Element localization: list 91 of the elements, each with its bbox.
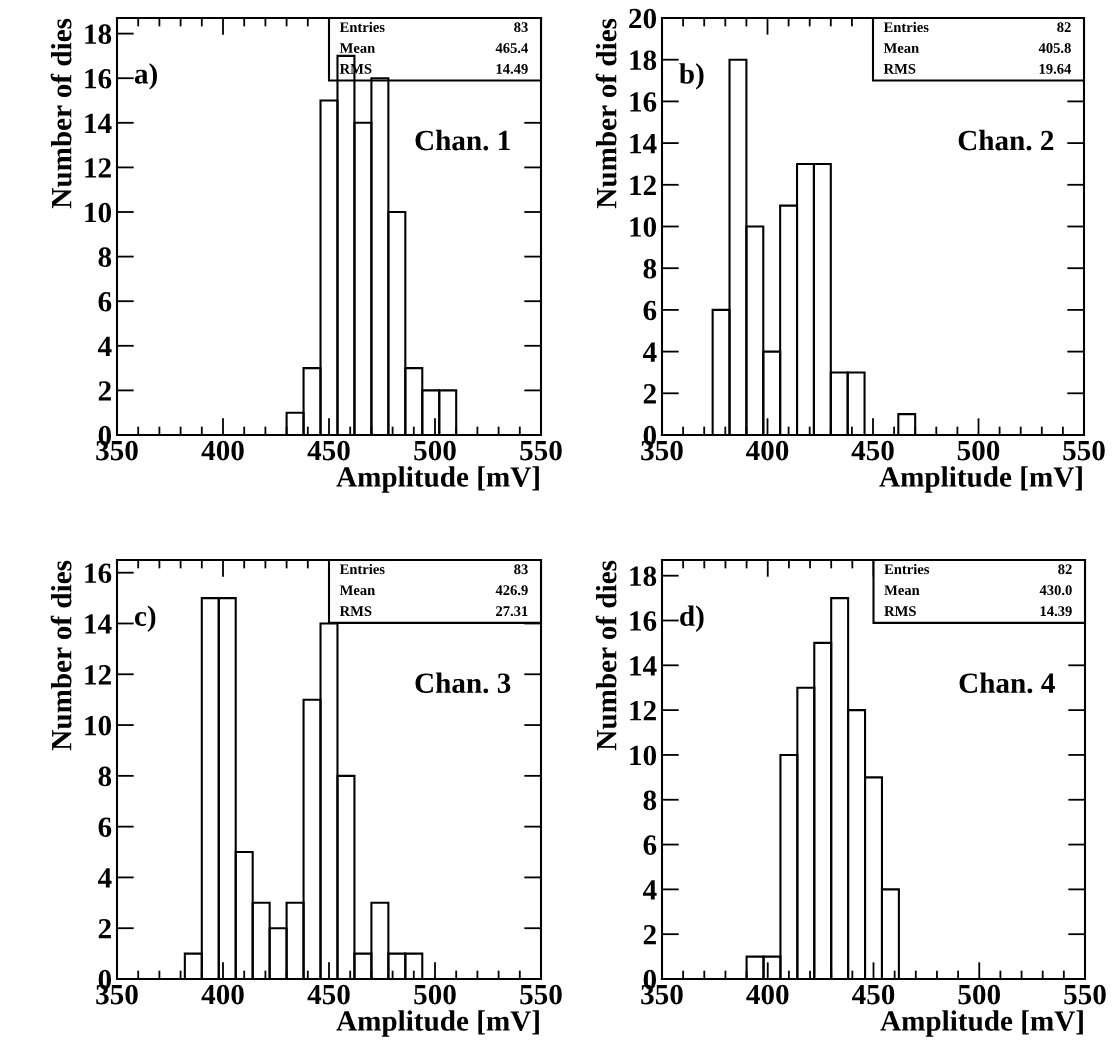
y-tick-label: 12	[630, 175, 656, 195]
y-tick-label: 12	[85, 665, 111, 685]
y-tick-label: 8	[98, 766, 112, 787]
y-tick-label: 6	[643, 300, 657, 321]
annotation: Chan. 4	[959, 672, 1055, 694]
annotation: Chan. 2	[958, 129, 1054, 151]
annotation: 426.9	[495, 585, 528, 596]
annotation: Mean	[339, 43, 376, 53]
x-axis-title: Amplitude [mV]	[336, 1010, 539, 1037]
y-tick-label: 6	[98, 292, 112, 312]
y-tick-label: 2	[98, 919, 111, 939]
annotation: 405.8	[1038, 43, 1071, 53]
annotation: b)	[679, 63, 704, 90]
annotation: RMS	[339, 606, 372, 617]
x-tick-label: 400	[746, 440, 789, 461]
y-axis-title: Number of dies	[50, 560, 72, 751]
y-tick-label: 20	[629, 8, 657, 29]
y-tick-label: 10	[630, 217, 657, 237]
y-tick-label: 4	[642, 342, 657, 362]
y-tick-label: 14	[630, 656, 657, 676]
x-tick-label: 500	[957, 440, 1000, 461]
annotation: 82	[1058, 564, 1072, 575]
y-tick-label: 2	[643, 924, 656, 945]
x-tick-label: 450	[307, 440, 350, 461]
x-axis-title: Amplitude [mV]	[879, 466, 1082, 493]
y-tick-label: 14	[85, 614, 112, 634]
annotation: 82	[1057, 22, 1071, 33]
annotation: Mean	[339, 585, 376, 596]
annotation: 465.4	[495, 43, 529, 53]
y-axis-title: Number of dies	[595, 18, 617, 209]
x-tick-label: 450	[851, 440, 894, 461]
x-tick-label: 400	[201, 984, 244, 1005]
annotation: Entries	[884, 563, 930, 575]
y-tick-label: 14	[85, 113, 112, 133]
annotation: RMS	[884, 606, 916, 617]
annotation: c)	[134, 605, 156, 632]
y-tick-label: 6	[98, 817, 112, 838]
annotation: Entries	[339, 21, 385, 33]
annotation: Entries	[339, 563, 385, 575]
y-tick-label: 8	[643, 258, 657, 279]
y-tick-label: 18	[630, 566, 657, 587]
y-tick-label: 2	[643, 384, 656, 404]
annotation: Chan. 1	[415, 129, 510, 151]
y-tick-label: 6	[643, 835, 657, 855]
annotation: d)	[680, 605, 704, 632]
y-tick-label: 16	[630, 611, 657, 631]
annotation: 83	[514, 564, 528, 575]
y-tick-label: 16	[630, 92, 657, 112]
x-tick-label: 550	[1064, 984, 1106, 1005]
x-axis-title: Amplitude [mV]	[336, 466, 539, 493]
x-tick-label: 450	[852, 984, 895, 1005]
x-tick-label: 550	[1063, 440, 1105, 461]
y-tick-label: 4	[97, 868, 112, 888]
y-tick-label: 14	[630, 133, 657, 154]
annotation: 27.31	[496, 606, 528, 617]
y-tick-label: 18	[85, 24, 112, 45]
y-tick-label: 10	[85, 202, 112, 223]
x-tick-label: 400	[746, 984, 789, 1005]
x-axis-title: Amplitude [mV]	[880, 1010, 1083, 1037]
x-tick-label: 500	[958, 984, 1001, 1005]
y-axis-title: Number of dies	[595, 560, 617, 751]
annotation: Chan. 3	[415, 672, 511, 694]
y-tick-label: 4	[97, 336, 112, 356]
x-tick-label: 500	[414, 984, 456, 1005]
y-tick-label: 2	[98, 381, 111, 401]
y-tick-label: 4	[642, 880, 657, 900]
y-tick-label: 12	[630, 700, 656, 721]
annotation: 14.49	[496, 63, 528, 74]
x-tick-label: 400	[201, 440, 244, 461]
annotation: Mean	[883, 43, 919, 53]
x-tick-label: 500	[414, 440, 456, 461]
annotation: RMS	[883, 63, 916, 74]
annotation: a)	[134, 63, 157, 90]
x-tick-label: 450	[307, 984, 350, 1005]
y-tick-label: 16	[85, 563, 112, 584]
y-tick-label: 10	[630, 745, 657, 766]
annotation: Mean	[884, 585, 920, 596]
annotation: Entries	[883, 21, 929, 33]
annotation: 19.64	[1039, 63, 1072, 74]
x-tick-label: 550	[520, 440, 562, 461]
y-tick-label: 12	[85, 158, 111, 178]
y-tick-label: 8	[643, 790, 657, 811]
x-tick-label: 550	[520, 984, 562, 1005]
y-axis-title: Number of dies	[50, 18, 72, 209]
y-tick-label: 18	[630, 50, 657, 71]
annotation: 430.0	[1039, 585, 1072, 596]
y-tick-label: 10	[85, 715, 112, 736]
annotation: 14.39	[1040, 606, 1072, 617]
annotation: 83	[514, 22, 528, 33]
y-tick-label: 16	[85, 69, 112, 89]
y-tick-label: 8	[98, 247, 112, 268]
